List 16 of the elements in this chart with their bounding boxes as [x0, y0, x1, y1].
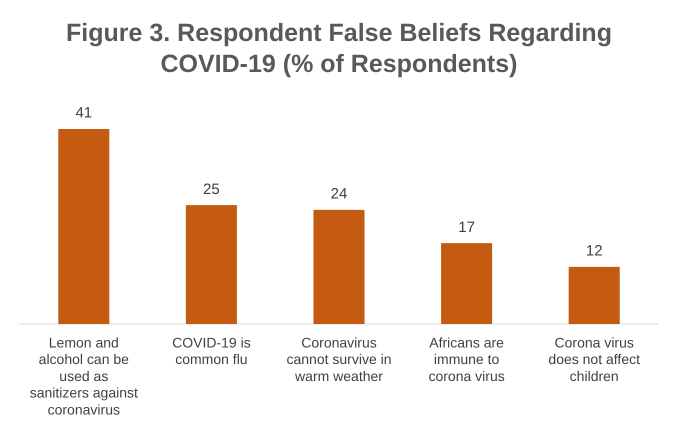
data-label: 24	[330, 186, 348, 203]
bar	[313, 210, 365, 324]
data-label: 41	[75, 104, 92, 122]
x-tick-label: Coronavirus cannot survive in warm weather	[286, 334, 392, 384]
data-label: 25	[203, 180, 220, 198]
x-tick-label: Lemon and alcohol can be used as sanitizers against coronavirus	[30, 334, 138, 418]
bar	[568, 266, 620, 324]
bar	[58, 129, 110, 324]
chart-title: Figure 3. Respondent False Beliefs Regarding COVID-19 (% of Respondents)	[65, 18, 613, 80]
x-tick-label: Africans are immune to corona virus	[428, 334, 505, 384]
data-label: 12	[586, 242, 603, 260]
x-tick-label: COVID-19 is common flu	[172, 334, 251, 368]
data-label: 17	[458, 218, 475, 236]
bar	[441, 243, 492, 324]
bar	[186, 205, 237, 324]
x-tick-label: Corona virus does not affect children	[548, 334, 640, 384]
